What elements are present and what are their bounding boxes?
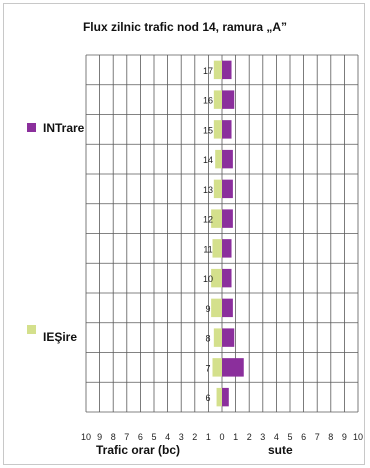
x-tick-label: 4 [165,432,170,442]
bar-iesire-16 [213,90,222,109]
legend-swatch-iesire [27,325,36,334]
bar-intrare-14 [222,149,233,169]
bar-intrare-11 [222,239,232,258]
bar-iesire-17 [213,60,222,80]
chart-title: Flux zilnic trafic nod 14, ramura „A” [82,20,288,34]
bar-iesire-10 [211,268,222,288]
x-tick-label: 9 [97,432,102,442]
category-label-15: 15 [203,125,213,135]
bar-intrare-8 [222,328,235,347]
bar-iesire-14 [215,149,222,169]
bar-iesire-11 [212,239,222,258]
bar-intrare-10 [222,268,232,288]
x-tick-label: 7 [315,432,320,442]
unit-label: sute [268,443,293,457]
x-tick-label: 7 [124,432,129,442]
x-tick-label: 6 [138,432,143,442]
legend-label-iesire: IEŞire [43,330,78,344]
category-label-8: 8 [205,334,210,344]
category-label-6: 6 [205,393,210,403]
x-tick-label: 1 [233,432,238,442]
x-tick-label: 1 [206,432,211,442]
category-label-13: 13 [203,185,213,195]
x-tick-label: 5 [287,432,292,442]
bar-iesire-15 [213,120,222,139]
category-label-16: 16 [203,96,213,106]
bar-intrare-15 [222,120,232,139]
bar-intrare-7 [222,358,244,377]
bar-iesire-9 [211,298,222,318]
legend-swatch-intrare [27,123,36,132]
bar-intrare-12 [222,209,233,228]
x-tick-label: 2 [192,432,197,442]
x-tick-label: 8 [111,432,116,442]
legend-label-intrare: INTrare [43,121,85,135]
category-label-10: 10 [203,274,213,284]
x-tick-label: 4 [274,432,279,442]
bar-intrare-6 [222,387,229,407]
bar-iesire-7 [212,358,222,377]
category-label-12: 12 [203,215,213,225]
category-label-14: 14 [203,155,213,165]
bar-intrare-9 [222,298,233,318]
category-label-11: 11 [203,244,212,254]
x-tick-label: 3 [260,432,265,442]
bar-iesire-12 [211,209,222,228]
bar-iesire-8 [213,328,222,347]
x-tick-label: 3 [179,432,184,442]
category-label-9: 9 [205,304,210,314]
bar-intrare-16 [222,90,235,109]
x-tick-label: 6 [301,432,306,442]
bar-intrare-13 [222,179,233,199]
x-tick-label: 2 [247,432,252,442]
x-tick-label: 0 [219,432,224,442]
x-tick-label: 10 [353,432,363,442]
category-label-17: 17 [203,66,213,76]
x-tick-label: 5 [151,432,156,442]
bar-iesire-6 [216,387,222,407]
x-tick-label: 8 [328,432,333,442]
x-tick-label: 9 [342,432,347,442]
x-tick-label: 10 [81,432,91,442]
x-axis-label: Trafic orar (bc) [96,443,181,457]
bar-iesire-13 [213,179,222,199]
category-label-7: 7 [205,363,210,373]
chart-frame [3,3,365,465]
bar-intrare-17 [222,60,232,80]
